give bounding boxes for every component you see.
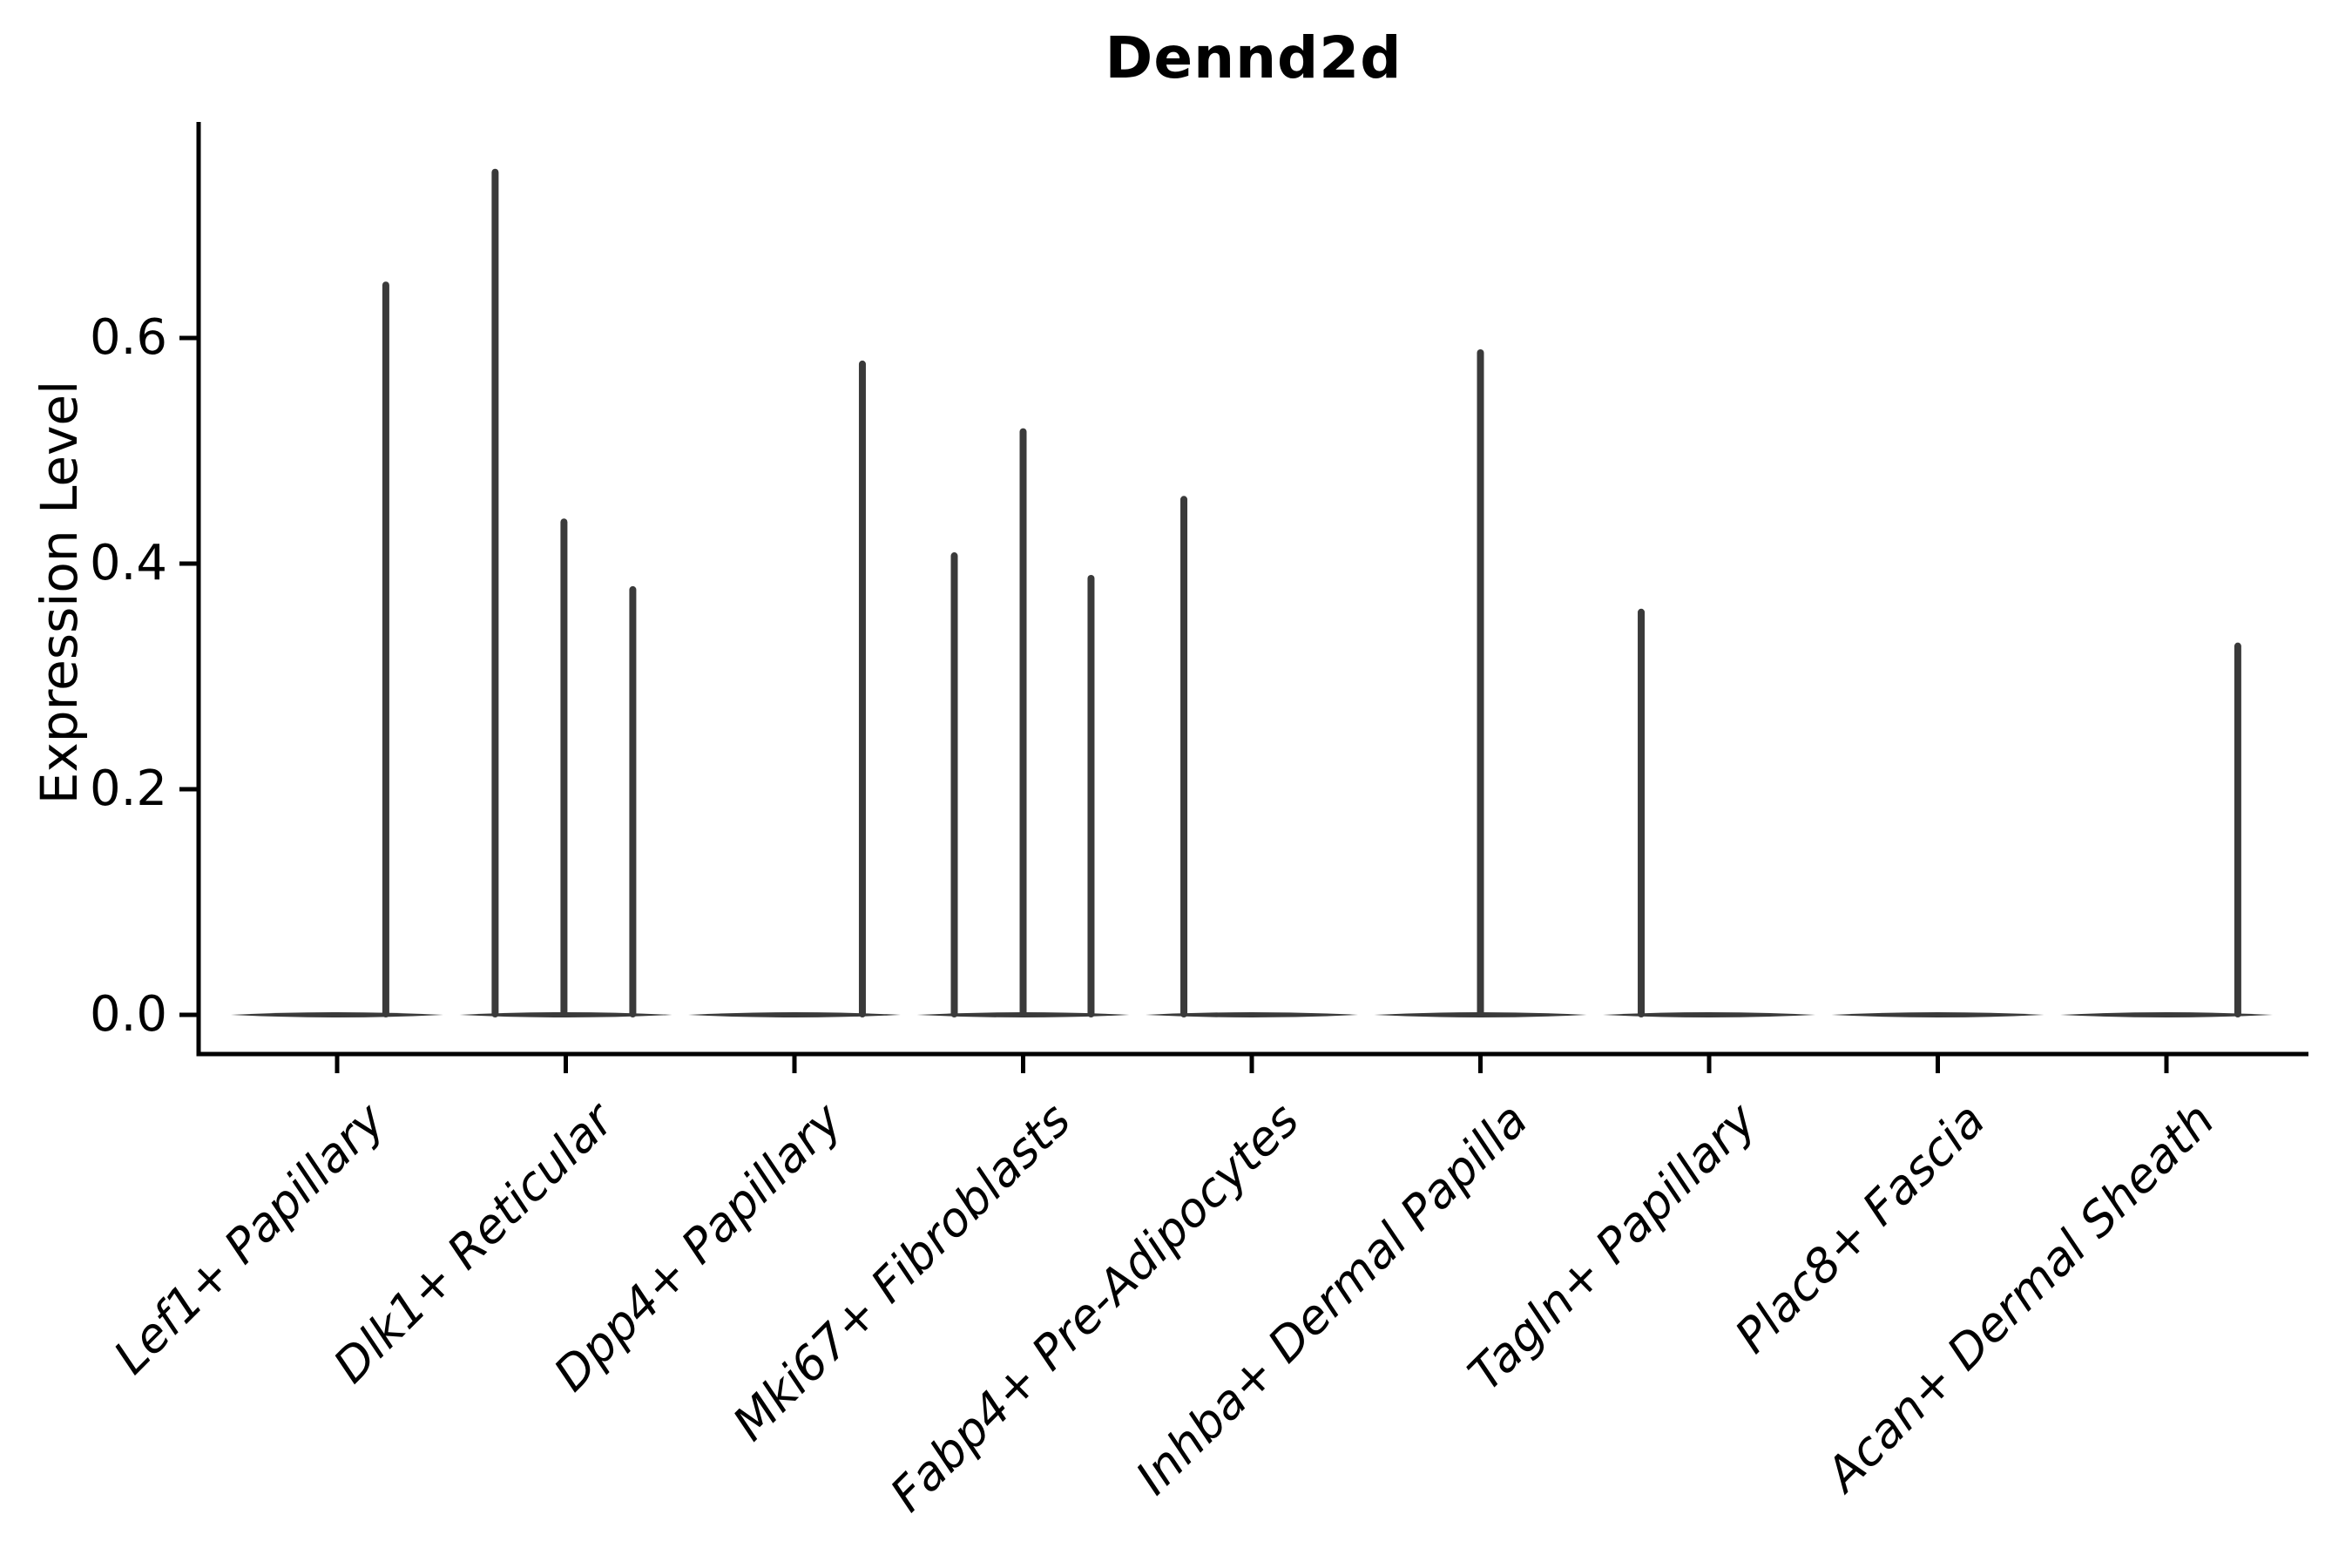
violin-spike <box>491 168 499 1017</box>
chart-title: Dennd2d <box>1105 24 1402 91</box>
y-tick-label: 0.2 <box>89 760 167 817</box>
violin-spike <box>382 281 389 1017</box>
violin-baseline <box>231 1012 443 1017</box>
violin-spike <box>858 360 866 1017</box>
violin-spike <box>2234 642 2241 1017</box>
violin-spike <box>1087 574 1095 1017</box>
violin-spike <box>1638 608 1646 1017</box>
violin-baseline <box>2060 1012 2273 1017</box>
y-tick-label: 0.6 <box>89 309 167 366</box>
violin-spike <box>1477 348 1484 1017</box>
violin-spike <box>950 552 958 1017</box>
violin-baseline <box>688 1012 901 1017</box>
y-tick-label: 0.4 <box>89 535 167 591</box>
violin-spike <box>560 518 568 1017</box>
violin-baseline <box>1831 1012 2044 1017</box>
y-tick-label: 0.0 <box>89 986 167 1043</box>
violin-spike <box>629 585 637 1017</box>
violin-spike <box>1180 496 1188 1017</box>
violin-spike <box>1019 428 1027 1018</box>
violin-baseline <box>1603 1012 1815 1017</box>
violin-baseline <box>1146 1012 1358 1017</box>
